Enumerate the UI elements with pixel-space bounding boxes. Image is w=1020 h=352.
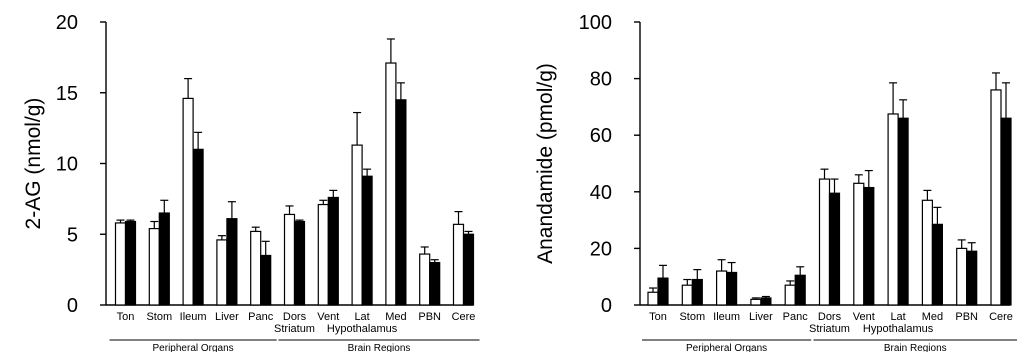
bar: [725, 271, 738, 306]
bar: [818, 178, 831, 306]
x-tick-label: Ton: [649, 311, 667, 323]
bar: [897, 117, 909, 306]
x-tick-label: Ileum: [180, 311, 207, 323]
x-tick-label: PBN: [955, 311, 978, 323]
bar: [385, 62, 397, 306]
bar: [327, 196, 339, 306]
y-axis-label: Anandamide (pmol/g): [534, 63, 557, 264]
bar: [657, 277, 669, 306]
x-tick-label: PBN: [418, 311, 441, 323]
y-tick-label: 15: [56, 83, 78, 105]
bar: [990, 89, 1002, 306]
bar: [1000, 117, 1012, 306]
panel-2ag: 2-AG (nmol/g) 0 5 10 15 20 Ton Stom Ileum Liver Pa…: [22, 12, 480, 352]
y-tick-label: 40: [590, 182, 612, 204]
bar: [182, 97, 194, 306]
x-tick-label: Panc: [783, 311, 809, 323]
bar: [419, 253, 431, 306]
bar: [691, 278, 703, 306]
bar: [250, 230, 262, 306]
bar: [794, 274, 806, 306]
y-tick-label: 20: [56, 12, 78, 34]
group-label: Brain Regions: [348, 343, 411, 352]
x-tick-label: Panc: [248, 311, 274, 323]
x-tick-label: Cere: [989, 311, 1013, 323]
x-tick-label: Liver: [749, 311, 773, 323]
bar: [114, 222, 127, 306]
bar: [462, 233, 475, 306]
bar: [148, 227, 160, 306]
x-tick-label: Dors Striatum: [809, 311, 850, 335]
bar: [681, 284, 693, 306]
bar: [863, 186, 875, 306]
x-tick-label: Ton: [117, 311, 135, 323]
x-tick-label: Stom: [146, 311, 172, 323]
bar: [452, 223, 465, 306]
bar: [760, 297, 772, 306]
x-tick-label: Dors Striatum: [274, 311, 315, 335]
bar: [966, 250, 978, 306]
bar: [956, 247, 968, 306]
bar: [216, 239, 228, 306]
bar: [887, 113, 899, 306]
bar: [361, 175, 373, 306]
y-tick-label: 10: [56, 154, 78, 176]
bar: [317, 203, 329, 306]
bar: [158, 212, 170, 306]
x-tick-label: Ileum: [713, 311, 740, 323]
bar: [395, 99, 407, 306]
x-tick-label: Med: [922, 311, 943, 323]
group-label: Peripheral Organs: [686, 343, 767, 352]
y-tick-label: 0: [601, 295, 612, 317]
y-tick-label: 5: [67, 224, 78, 246]
x-tick-label: Vent: [317, 311, 339, 323]
bar: [429, 261, 441, 306]
bar: [124, 220, 137, 306]
x-tick-label: Liver: [215, 311, 239, 323]
bar: [828, 192, 841, 306]
panel-anandamide: Anandamide (pmol/g) 0 20 40 60 80 100 Ton Stom Il…: [534, 12, 1017, 352]
bar: [931, 223, 944, 306]
bar: [293, 220, 306, 306]
bar: [260, 254, 272, 306]
y-axis-label: 2-AG (nmol/g): [22, 98, 45, 230]
y-tick-label: 60: [590, 125, 612, 147]
bar: [750, 298, 762, 306]
bar: [192, 148, 204, 306]
group-label: Peripheral Organs: [153, 343, 234, 352]
x-tick-label: Vent: [853, 311, 875, 323]
bar: [853, 182, 865, 306]
y-tick-label: 100: [579, 12, 612, 34]
y-tick-label: 0: [67, 295, 78, 317]
bar: [647, 291, 659, 306]
bar: [784, 284, 796, 306]
x-tick-label: Cere: [452, 311, 476, 323]
group-label: Brain Regions: [884, 343, 947, 352]
y-tick-label: 20: [590, 238, 612, 260]
x-tick-label: Lat Hypothalamus: [863, 311, 934, 335]
bar: [351, 144, 363, 306]
bar: [283, 213, 296, 306]
x-tick-label: Lat Hypothalamus: [327, 311, 398, 335]
bar: [715, 270, 728, 306]
x-tick-label: Stom: [679, 311, 705, 323]
y-tick-label: 80: [590, 69, 612, 91]
bar: [921, 199, 934, 306]
x-tick-label: Med: [385, 311, 406, 323]
bar: [226, 218, 238, 306]
